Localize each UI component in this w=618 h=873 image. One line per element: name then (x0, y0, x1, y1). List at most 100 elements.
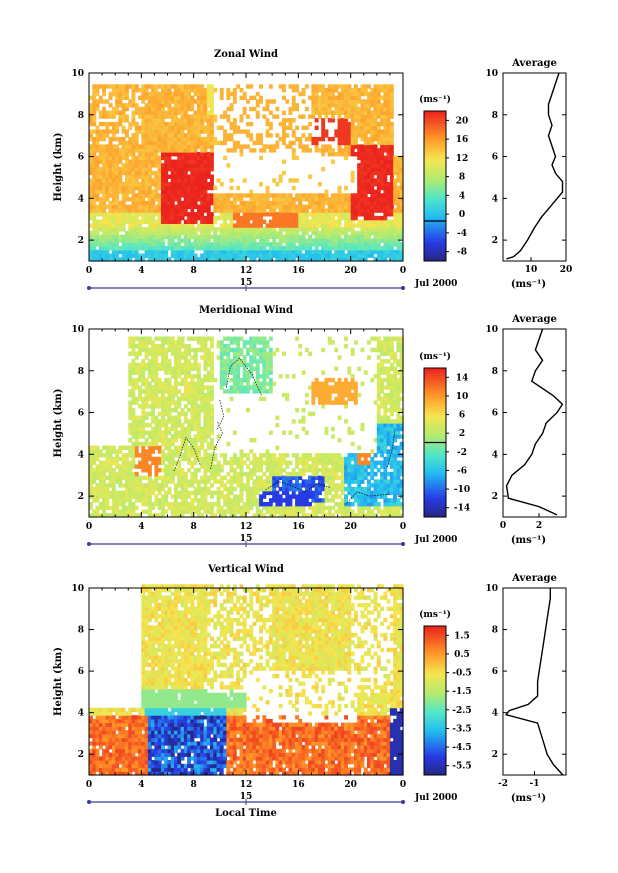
heatmap-cell (144, 449, 149, 454)
heatmap-cell (196, 129, 201, 134)
heatmap-cell (399, 197, 404, 202)
heatmap-cell (144, 182, 149, 187)
heatmap-cell (370, 125, 375, 130)
heatmap-cell (174, 355, 178, 360)
heatmap-cell (229, 193, 234, 198)
heatmap-cell (367, 189, 371, 194)
heatmap-cell (115, 106, 120, 112)
heatmap-cell (255, 366, 260, 371)
heatmap-cell (108, 505, 113, 511)
heatmap-cell (210, 392, 214, 398)
heatmap-cell (285, 223, 290, 228)
colorbar-swatch (424, 196, 446, 199)
heatmap-cell (255, 212, 260, 217)
heatmap-cell (229, 200, 234, 206)
heatmap-cell (206, 351, 211, 356)
heatmap-cell (249, 475, 254, 480)
heatmap-cell (95, 189, 100, 194)
heatmap-cell (187, 223, 191, 228)
heatmap-cell (226, 197, 231, 202)
heatmap-cell (118, 159, 123, 164)
heatmap-cell (177, 121, 182, 127)
heatmap-cell (288, 246, 293, 251)
heatmap-cell (206, 404, 211, 409)
heatmap-cell (187, 204, 191, 209)
heatmap-cell (161, 456, 165, 462)
heatmap-cell (321, 238, 326, 243)
heatmap-cell (291, 208, 296, 213)
heatmap-cell (118, 219, 123, 224)
heatmap-cell (285, 99, 290, 104)
heatmap-cell (108, 155, 113, 161)
heatmap-cell (98, 212, 103, 217)
heatmap-cell (367, 208, 371, 213)
heatmap-cell (386, 200, 391, 206)
heatmap-cell (161, 167, 165, 172)
heatmap-cell (206, 219, 211, 224)
colorbar-swatch (424, 173, 446, 177)
heatmap-cell (236, 234, 241, 240)
heatmap-cell (268, 257, 273, 262)
heatmap-cell (331, 223, 335, 228)
heatmap-cell (187, 193, 191, 198)
heatmap-cell (331, 257, 335, 262)
heatmap-cell (190, 121, 195, 127)
heatmap-cell (118, 204, 123, 209)
heatmap-cell (246, 238, 250, 243)
heatmap-cell (367, 178, 371, 183)
heatmap-cell (203, 456, 208, 462)
heatmap-cell (144, 118, 149, 123)
heatmap-cell (229, 204, 234, 209)
heatmap-cell (138, 106, 142, 112)
heatmap-cell (177, 419, 182, 424)
heatmap-cell (203, 148, 208, 153)
heatmap-cell (131, 253, 136, 258)
heatmap-cell (200, 99, 205, 104)
heatmap-cell (373, 84, 378, 89)
heatmap-cell (219, 230, 224, 236)
heatmap-cell (102, 509, 106, 514)
heatmap-cell (337, 219, 342, 224)
heatmap-cell (219, 212, 224, 217)
heatmap-cell (167, 347, 172, 353)
heatmap-cell (360, 242, 365, 247)
heatmap-cell (121, 475, 126, 480)
heatmap-cell (223, 494, 227, 499)
heatmap-cell (223, 204, 227, 209)
heatmap-cell (121, 148, 126, 153)
heatmap-cell (134, 370, 139, 375)
heatmap-cell (118, 185, 123, 191)
heatmap-cell (98, 223, 103, 228)
heatmap-cell (167, 185, 172, 191)
heatmap-cell (115, 502, 120, 507)
heatmap-cell (141, 336, 146, 341)
heatmap-cell (111, 445, 116, 450)
heatmap-cell (304, 249, 309, 255)
heatmap-cell (128, 479, 133, 484)
heatmap-cell (373, 182, 378, 187)
heatmap-cell (128, 370, 133, 375)
heatmap-cell (249, 374, 254, 379)
heatmap-cell (262, 230, 267, 236)
heatmap-cell (164, 133, 169, 138)
heatmap-cell (151, 170, 155, 176)
heatmap-cell (350, 114, 355, 119)
heatmap-cell (125, 230, 129, 236)
heatmap-cell (344, 136, 348, 142)
heatmap-cell (206, 389, 211, 394)
heatmap-cell (380, 110, 384, 115)
heatmap-cell (340, 249, 345, 255)
heatmap-cell (232, 144, 237, 149)
heatmap-cell (167, 257, 172, 262)
heatmap-cell (242, 253, 247, 258)
heatmap-cell (249, 133, 254, 138)
heatmap-cell (187, 84, 191, 89)
heatmap-cell (376, 215, 381, 221)
heatmap-cell (272, 114, 277, 119)
heatmap-cell (321, 152, 326, 157)
colorbar-swatch (424, 208, 446, 212)
heatmap-cell (102, 464, 106, 469)
heatmap-cell (206, 456, 211, 462)
heatmap-cell (239, 257, 244, 262)
heatmap-cell (196, 99, 201, 104)
